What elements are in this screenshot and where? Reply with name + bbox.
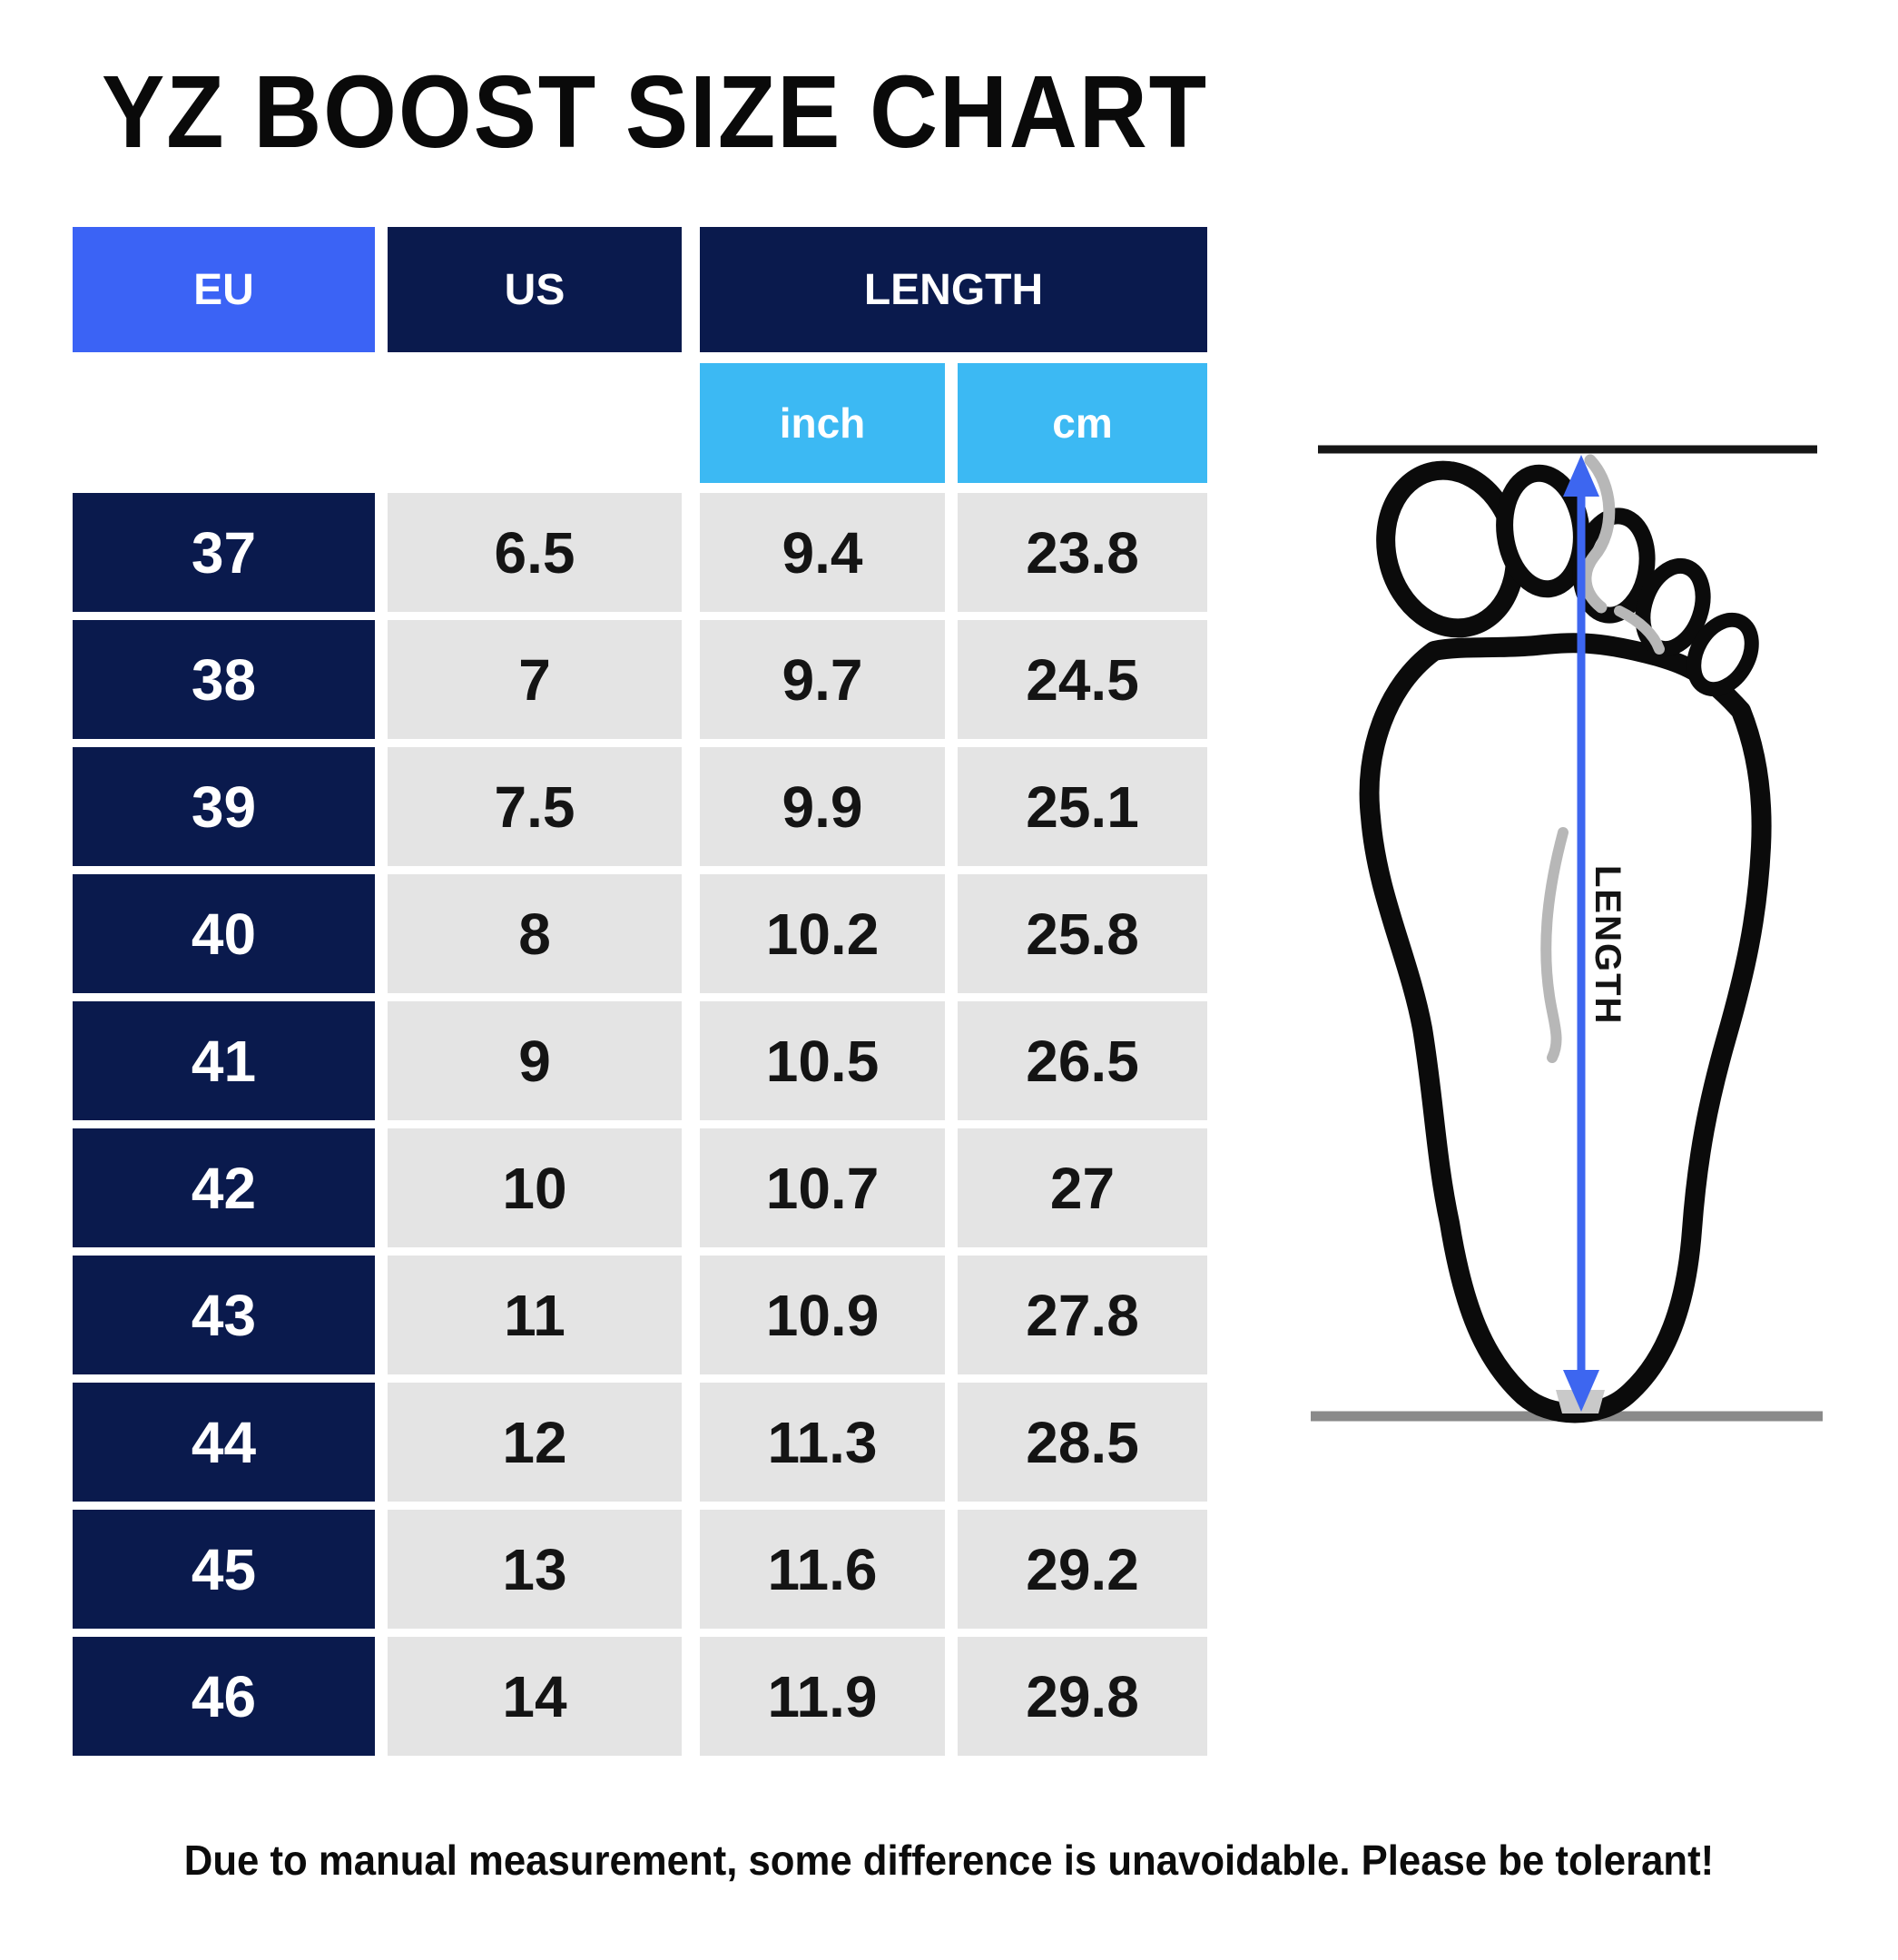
us-size-cell: 6.5	[388, 493, 682, 612]
inch-value-cell: 11.6	[700, 1510, 945, 1629]
subheader-spacer	[73, 363, 700, 483]
inch-value-cell: 11.3	[700, 1383, 945, 1502]
cm-value-cell: 29.2	[958, 1510, 1207, 1629]
table-row: 42 10 10.7 27	[73, 1128, 1207, 1247]
cm-value-cell: 23.8	[958, 493, 1207, 612]
cm-value-cell: 27.8	[958, 1256, 1207, 1374]
size-table: EU US LENGTH inch cm 37 6.5 9.4 23.8 38 …	[73, 227, 1207, 1764]
eu-size-cell: 37	[73, 493, 375, 612]
eu-size-cell: 38	[73, 620, 375, 739]
length-column-header: LENGTH	[700, 227, 1207, 352]
eu-size-cell: 44	[73, 1383, 375, 1502]
us-size-cell: 7	[388, 620, 682, 739]
foot-outline-icon	[1359, 454, 1772, 1423]
table-row: 46 14 11.9 29.8	[73, 1637, 1207, 1756]
us-size-cell: 11	[388, 1256, 682, 1374]
footer-disclaimer: Due to manual measurement, some differen…	[183, 1837, 1715, 1884]
inch-value-cell: 9.7	[700, 620, 945, 739]
us-size-cell: 8	[388, 874, 682, 993]
gray-toe-detail	[1614, 606, 1665, 655]
inch-value-cell: 10.7	[700, 1128, 945, 1247]
inch-subheader: inch	[700, 363, 945, 483]
us-size-cell: 9	[388, 1001, 682, 1120]
cm-value-cell: 24.5	[958, 620, 1207, 739]
eu-size-cell: 45	[73, 1510, 375, 1629]
us-size-cell: 13	[388, 1510, 682, 1629]
table-row: 43 11 10.9 27.8	[73, 1256, 1207, 1374]
gray-arch-detail	[1540, 827, 1569, 1063]
table-subheader-row: inch cm	[73, 363, 1207, 483]
table-row: 40 8 10.2 25.8	[73, 874, 1207, 993]
inch-value-cell: 11.9	[700, 1637, 945, 1756]
cm-value-cell: 25.1	[958, 747, 1207, 866]
eu-size-cell: 39	[73, 747, 375, 866]
eu-size-cell: 46	[73, 1637, 375, 1756]
cm-subheader: cm	[958, 363, 1207, 483]
length-label: LENGTH	[1588, 865, 1628, 1025]
table-row: 44 12 11.3 28.5	[73, 1383, 1207, 1502]
inch-value-cell: 10.9	[700, 1256, 945, 1374]
table-row: 41 9 10.5 26.5	[73, 1001, 1207, 1120]
us-size-cell: 12	[388, 1383, 682, 1502]
cm-value-cell: 29.8	[958, 1637, 1207, 1756]
us-column-header: US	[388, 227, 682, 352]
cm-value-cell: 26.5	[958, 1001, 1207, 1120]
inch-value-cell: 10.5	[700, 1001, 945, 1120]
cm-value-cell: 25.8	[958, 874, 1207, 993]
page-title: YZ BOOST SIZE CHART	[102, 54, 1208, 169]
cm-value-cell: 28.5	[958, 1383, 1207, 1502]
table-row: 38 7 9.7 24.5	[73, 620, 1207, 739]
inch-value-cell: 9.9	[700, 747, 945, 866]
table-row: 45 13 11.6 29.2	[73, 1510, 1207, 1629]
foot-measurement-diagram: LENGTH	[1311, 445, 1823, 1423]
length-arrow	[1563, 455, 1599, 1412]
gray-toe-detail	[1579, 454, 1616, 614]
cm-value-cell: 27	[958, 1128, 1207, 1247]
eu-size-cell: 42	[73, 1128, 375, 1247]
inch-value-cell: 9.4	[700, 493, 945, 612]
inch-value-cell: 10.2	[700, 874, 945, 993]
eu-size-cell: 40	[73, 874, 375, 993]
us-size-cell: 14	[388, 1637, 682, 1756]
table-row: 37 6.5 9.4 23.8	[73, 493, 1207, 612]
eu-column-header: EU	[73, 227, 375, 352]
us-size-cell: 10	[388, 1128, 682, 1247]
eu-size-cell: 41	[73, 1001, 375, 1120]
table-row: 39 7.5 9.9 25.1	[73, 747, 1207, 866]
eu-size-cell: 43	[73, 1256, 375, 1374]
table-header-row: EU US LENGTH	[73, 227, 1207, 352]
us-size-cell: 7.5	[388, 747, 682, 866]
